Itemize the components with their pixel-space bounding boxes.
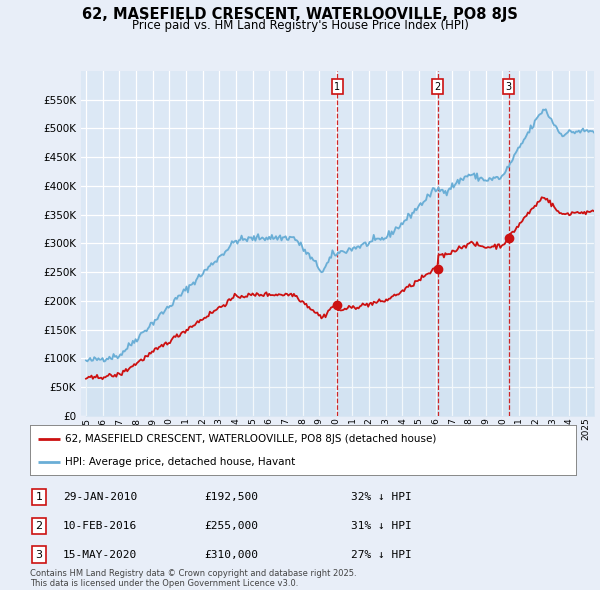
Text: 62, MASEFIELD CRESCENT, WATERLOOVILLE, PO8 8JS (detached house): 62, MASEFIELD CRESCENT, WATERLOOVILLE, P… bbox=[65, 434, 437, 444]
Text: £192,500: £192,500 bbox=[204, 492, 258, 502]
Text: 1: 1 bbox=[334, 82, 340, 92]
Text: 10-FEB-2016: 10-FEB-2016 bbox=[63, 521, 137, 530]
Text: 27% ↓ HPI: 27% ↓ HPI bbox=[351, 550, 412, 559]
Text: £255,000: £255,000 bbox=[204, 521, 258, 530]
Text: 1: 1 bbox=[35, 492, 43, 502]
Text: 32% ↓ HPI: 32% ↓ HPI bbox=[351, 492, 412, 502]
Text: Price paid vs. HM Land Registry's House Price Index (HPI): Price paid vs. HM Land Registry's House … bbox=[131, 19, 469, 32]
Text: 15-MAY-2020: 15-MAY-2020 bbox=[63, 550, 137, 559]
Text: 29-JAN-2010: 29-JAN-2010 bbox=[63, 492, 137, 502]
Text: 2: 2 bbox=[434, 82, 441, 92]
Text: 3: 3 bbox=[505, 82, 512, 92]
Text: £310,000: £310,000 bbox=[204, 550, 258, 559]
Text: Contains HM Land Registry data © Crown copyright and database right 2025.
This d: Contains HM Land Registry data © Crown c… bbox=[30, 569, 356, 588]
Text: 62, MASEFIELD CRESCENT, WATERLOOVILLE, PO8 8JS: 62, MASEFIELD CRESCENT, WATERLOOVILLE, P… bbox=[82, 7, 518, 22]
Text: 2: 2 bbox=[35, 521, 43, 530]
Text: 31% ↓ HPI: 31% ↓ HPI bbox=[351, 521, 412, 530]
Text: HPI: Average price, detached house, Havant: HPI: Average price, detached house, Hava… bbox=[65, 457, 296, 467]
Text: 3: 3 bbox=[35, 550, 43, 559]
